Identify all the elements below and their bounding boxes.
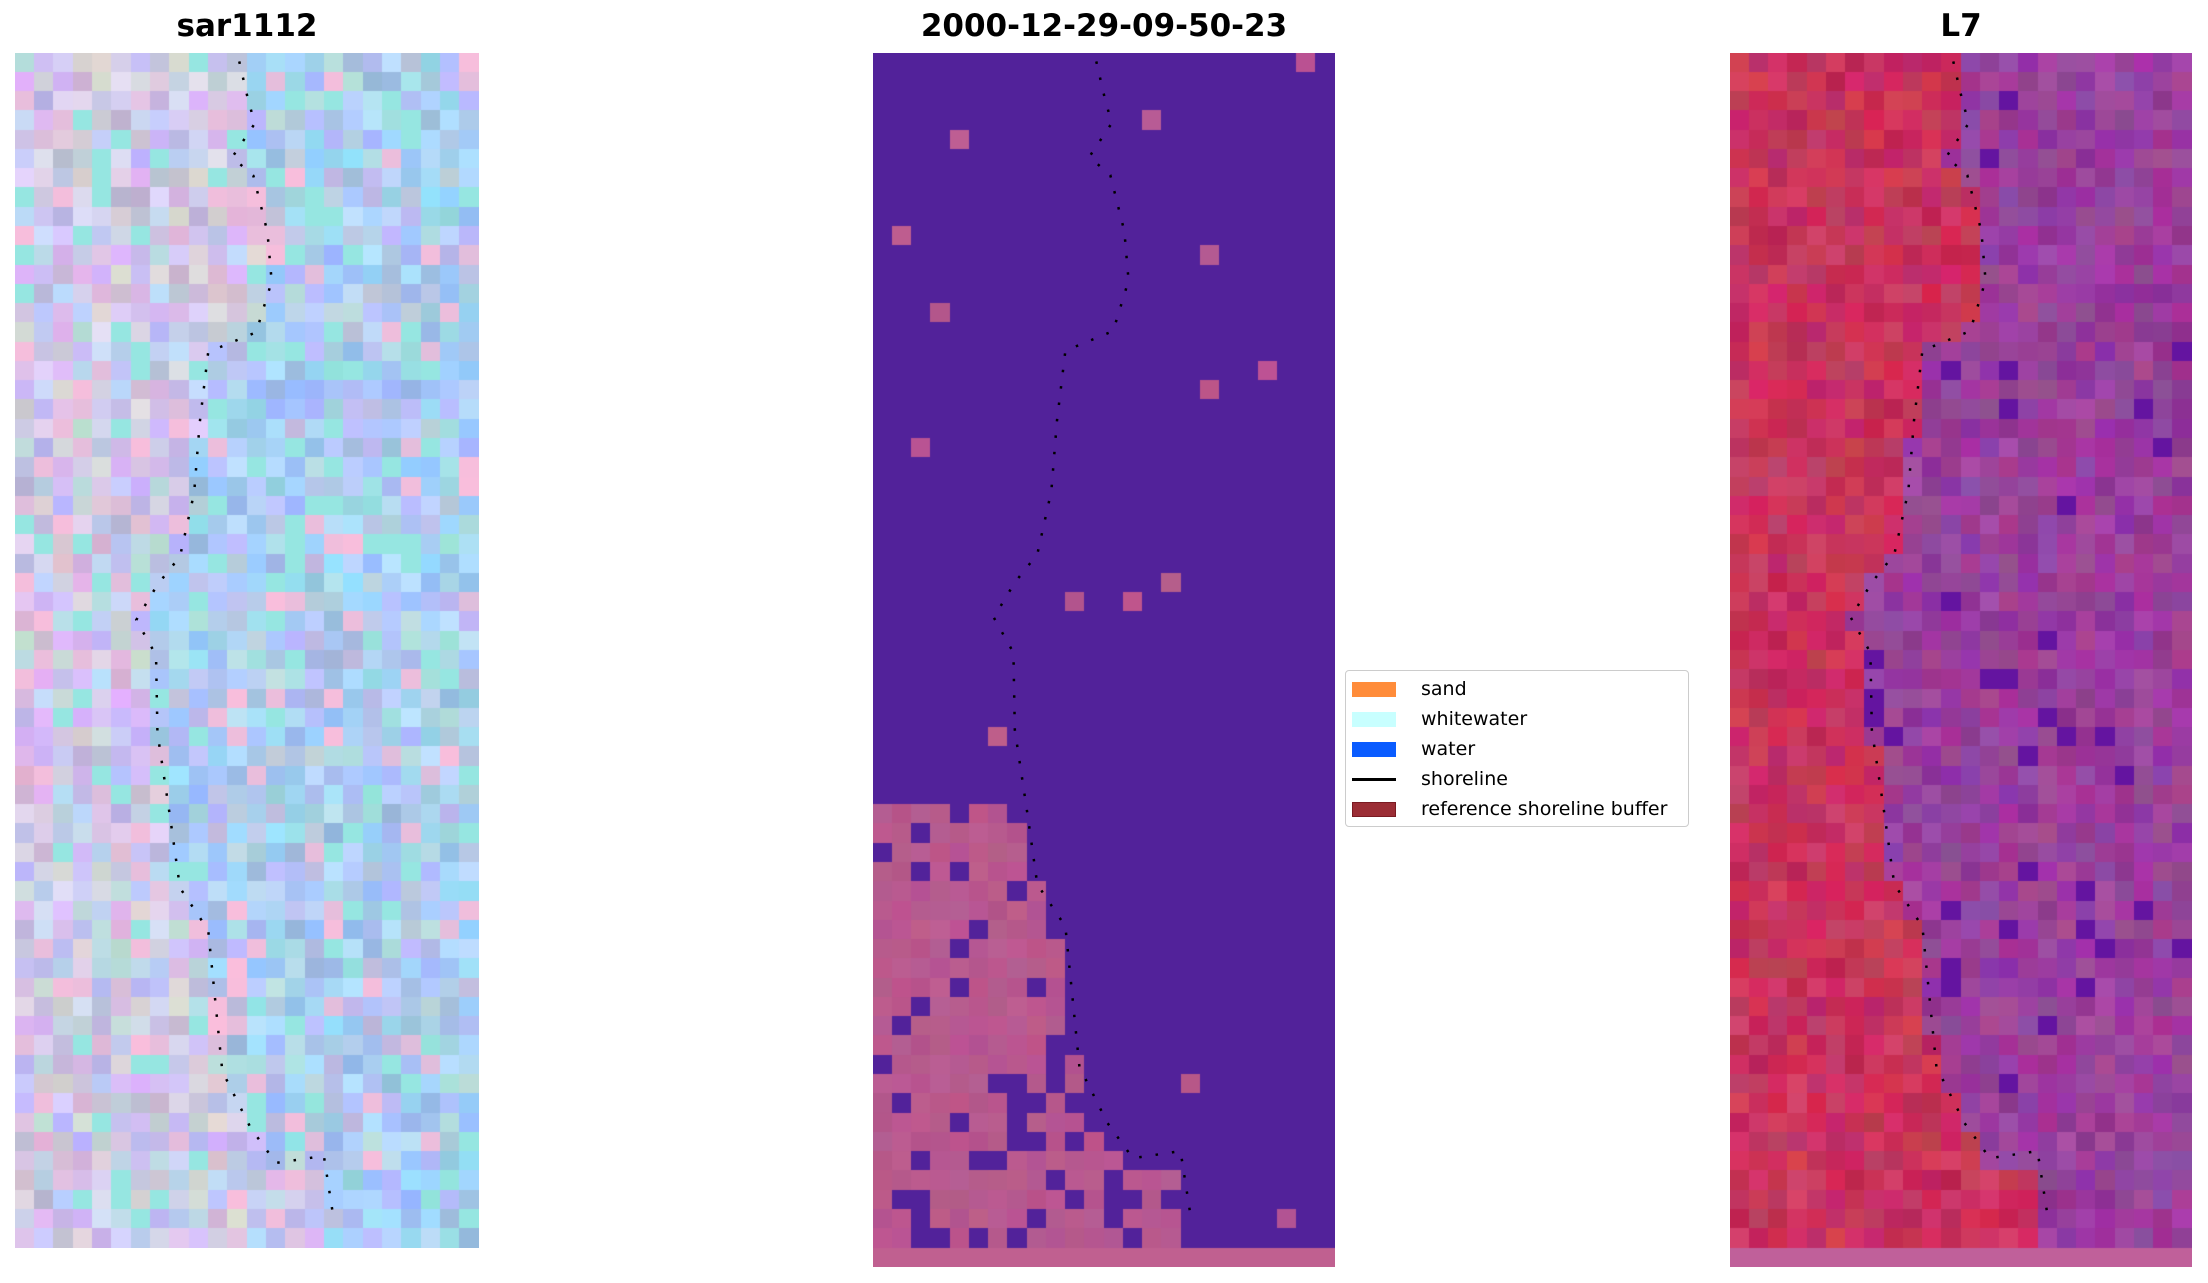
legend-label: reference shoreline buffer — [1421, 798, 1668, 820]
panel-title-sar: sar1112 — [176, 8, 318, 44]
panel-title-l7: L7 — [1940, 8, 1982, 44]
shoreline — [992, 61, 1192, 1215]
whitewater-swatch — [1352, 711, 1396, 727]
water-swatch — [1352, 741, 1396, 757]
legend-label: shoreline — [1421, 768, 1508, 790]
sar-rgb-image — [15, 53, 479, 1248]
legend: sand whitewater water shoreline referenc… — [1345, 670, 1689, 827]
sand-swatch — [1352, 681, 1396, 697]
legend-item-sand: sand — [1352, 677, 1467, 701]
legend-label: whitewater — [1421, 708, 1528, 730]
buffer-swatch — [1352, 801, 1396, 817]
shoreline-overlay — [134, 61, 335, 1220]
legend-label: water — [1421, 738, 1476, 760]
shoreline-overlay — [1849, 61, 2049, 1215]
legend-item-water: water — [1352, 737, 1475, 761]
raster-pixels — [1730, 53, 2192, 1267]
legend-label: sand — [1421, 678, 1467, 700]
l7-index-image — [1730, 53, 2192, 1267]
legend-item-buffer: reference shoreline buffer — [1352, 797, 1667, 821]
shoreline — [134, 61, 335, 1220]
legend-item-shoreline: shoreline — [1352, 767, 1508, 791]
classified-image — [873, 53, 1335, 1267]
legend-item-whitewater: whitewater — [1352, 707, 1527, 731]
raster-pixels — [15, 53, 479, 1248]
shoreline-line-icon — [1352, 777, 1396, 781]
panel-title-date: 2000-12-29-09-50-23 — [920, 8, 1288, 44]
shoreline — [1849, 61, 2049, 1215]
raster-pixels — [873, 53, 1335, 1267]
shoreline-overlay — [992, 61, 1192, 1215]
